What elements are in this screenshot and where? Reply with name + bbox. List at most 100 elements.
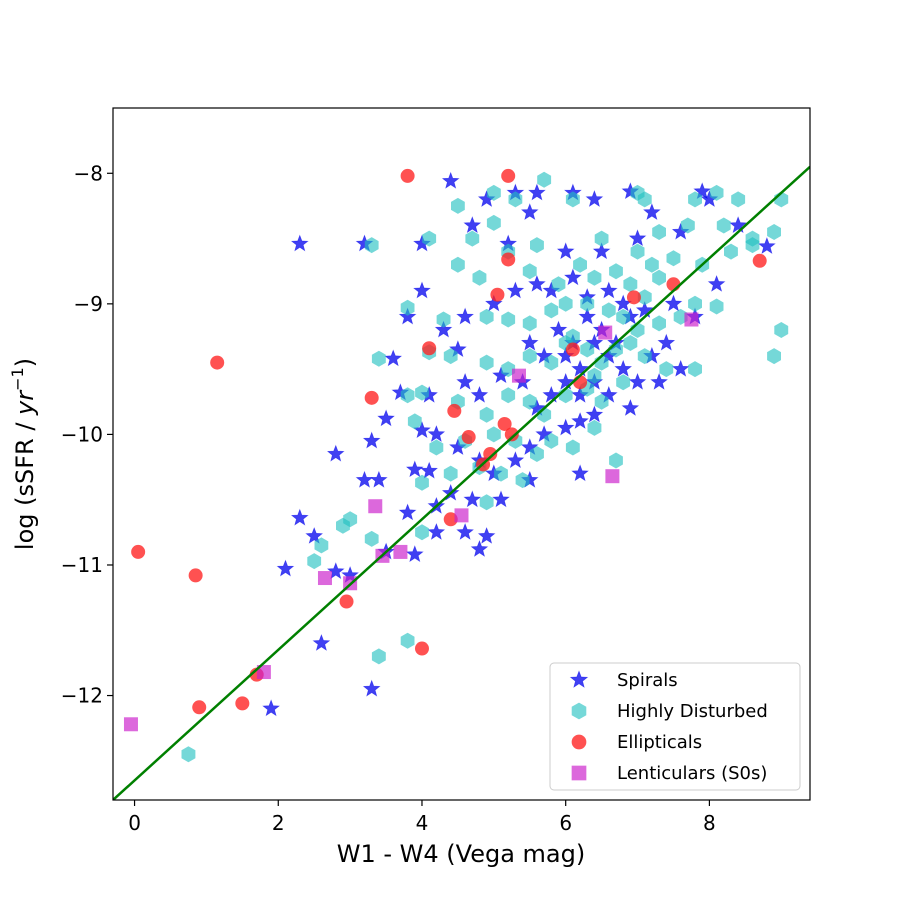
spirals-point (585, 405, 604, 423)
y-axis-label-prefix: log (sSFR / (11, 415, 39, 550)
highly-disturbed-point (415, 384, 429, 401)
spirals-point (427, 522, 446, 540)
legend: Spirals Highly Disturbed Ellipticals Lentic… (549, 662, 801, 791)
y-tick-label: −9 (74, 292, 103, 316)
highly-disturbed-point (544, 354, 559, 371)
highly-disturbed-point (616, 374, 631, 391)
spirals-point (405, 545, 424, 563)
spirals-point (456, 307, 475, 325)
spirals-point (463, 490, 482, 508)
ellipticals-point (400, 168, 415, 183)
ellipticals-point (504, 427, 519, 442)
highly-disturbed-point (680, 217, 695, 234)
x-tick-label: 2 (272, 811, 285, 835)
spirals-point (470, 385, 489, 403)
spirals-point (757, 237, 776, 254)
highly-disturbed-point (479, 308, 494, 325)
highly-disturbed-point (594, 393, 609, 410)
highly-disturbed-point (472, 269, 487, 286)
highly-disturbed-point (530, 237, 544, 254)
legend-highly-disturbed-label: Highly Disturbed (617, 701, 768, 722)
ellipticals-point (565, 342, 580, 357)
y-tick-label: −10 (61, 422, 103, 446)
ellipticals-point (339, 594, 354, 609)
spirals-point (556, 418, 575, 436)
highly-disturbed-point (580, 295, 595, 312)
legend-box (549, 662, 801, 791)
spirals-point (463, 216, 482, 234)
legend-lenticulars-s0s-label: Lenticulars (S0s) (617, 763, 767, 784)
highly-disturbed-point (609, 263, 623, 280)
spirals-point (549, 320, 568, 338)
highly-disturbed-point (587, 367, 602, 384)
highly-disturbed-point (364, 530, 379, 547)
spirals-point (693, 182, 712, 200)
highly-disturbed-point (537, 171, 552, 188)
highly-disturbed-point (637, 191, 652, 208)
highly-disturbed-point (371, 350, 386, 367)
highly-disturbed-point (659, 361, 674, 378)
spirals-point (456, 372, 475, 390)
highly-disturbed-point (601, 302, 616, 319)
highly-disturbed-point (565, 191, 580, 208)
lenticulars-s0s-point (256, 665, 271, 680)
highly-disturbed-point (415, 474, 429, 491)
highly-disturbed-point (609, 452, 623, 469)
fit-line-layer (113, 165, 810, 800)
ellipticals-point (490, 287, 505, 302)
fit-line (113, 165, 810, 800)
spirals-point (456, 522, 474, 540)
spirals-point (377, 409, 395, 427)
y-tick-label: −8 (74, 161, 103, 185)
highly-disturbed-point (400, 299, 415, 316)
highly-disturbed-point (587, 269, 602, 286)
spirals-point (563, 268, 582, 286)
highly-disturbed-point (307, 553, 322, 570)
plot-frame (112, 107, 811, 801)
highly-disturbed-point (688, 361, 702, 378)
spirals-point (671, 359, 690, 377)
ellipticals-point (364, 390, 379, 405)
ellipticals-point (443, 512, 458, 527)
highly-disturbed-point (630, 243, 645, 260)
spirals-point (384, 349, 403, 367)
spirals-point (643, 203, 661, 220)
highly-disturbed-point (501, 387, 516, 404)
highly-disturbed-point (688, 191, 702, 208)
highly-disturbed-point (508, 191, 523, 208)
spirals-point (635, 301, 654, 318)
legend-lenticulars-s0s-marker (571, 765, 587, 781)
spirals-point (571, 412, 589, 429)
highly-disturbed-point (587, 419, 602, 436)
highly-disturbed-point (688, 295, 702, 312)
highly-disturbed-point (451, 256, 465, 273)
ellipticals-point (131, 544, 146, 559)
y-tick-label: −11 (61, 553, 103, 577)
lenticulars-s0s-point (605, 469, 620, 484)
spirals-point (650, 372, 669, 390)
highly-disturbed-point (407, 413, 422, 430)
spirals-point (470, 539, 489, 557)
legend-ellipticals-label: Ellipticals (617, 732, 702, 753)
spirals-point (312, 633, 331, 651)
spirals-point (520, 438, 539, 455)
spirals-point (556, 242, 575, 260)
highly-disturbed-point (623, 335, 638, 351)
highly-disturbed-point (486, 184, 501, 201)
highly-disturbed-point (479, 406, 494, 423)
highly-disturbed-point (486, 426, 501, 443)
y-axis-label-suffix: ) (11, 358, 39, 367)
spirals-point (520, 333, 539, 351)
highly-disturbed-point (551, 276, 566, 293)
highly-disturbed-point (451, 197, 465, 214)
highly-disturbed-point (558, 295, 573, 312)
highly-disturbed-point (565, 328, 580, 345)
highly-disturbed-point (443, 465, 458, 482)
x-tick-label: 4 (416, 811, 429, 835)
highly-disturbed-point (745, 237, 760, 254)
x-axis: 0 2 4 6 8 (128, 800, 716, 835)
spirals-point (290, 508, 309, 526)
highly-disturbed-point (573, 256, 587, 273)
spirals-point (520, 203, 539, 220)
